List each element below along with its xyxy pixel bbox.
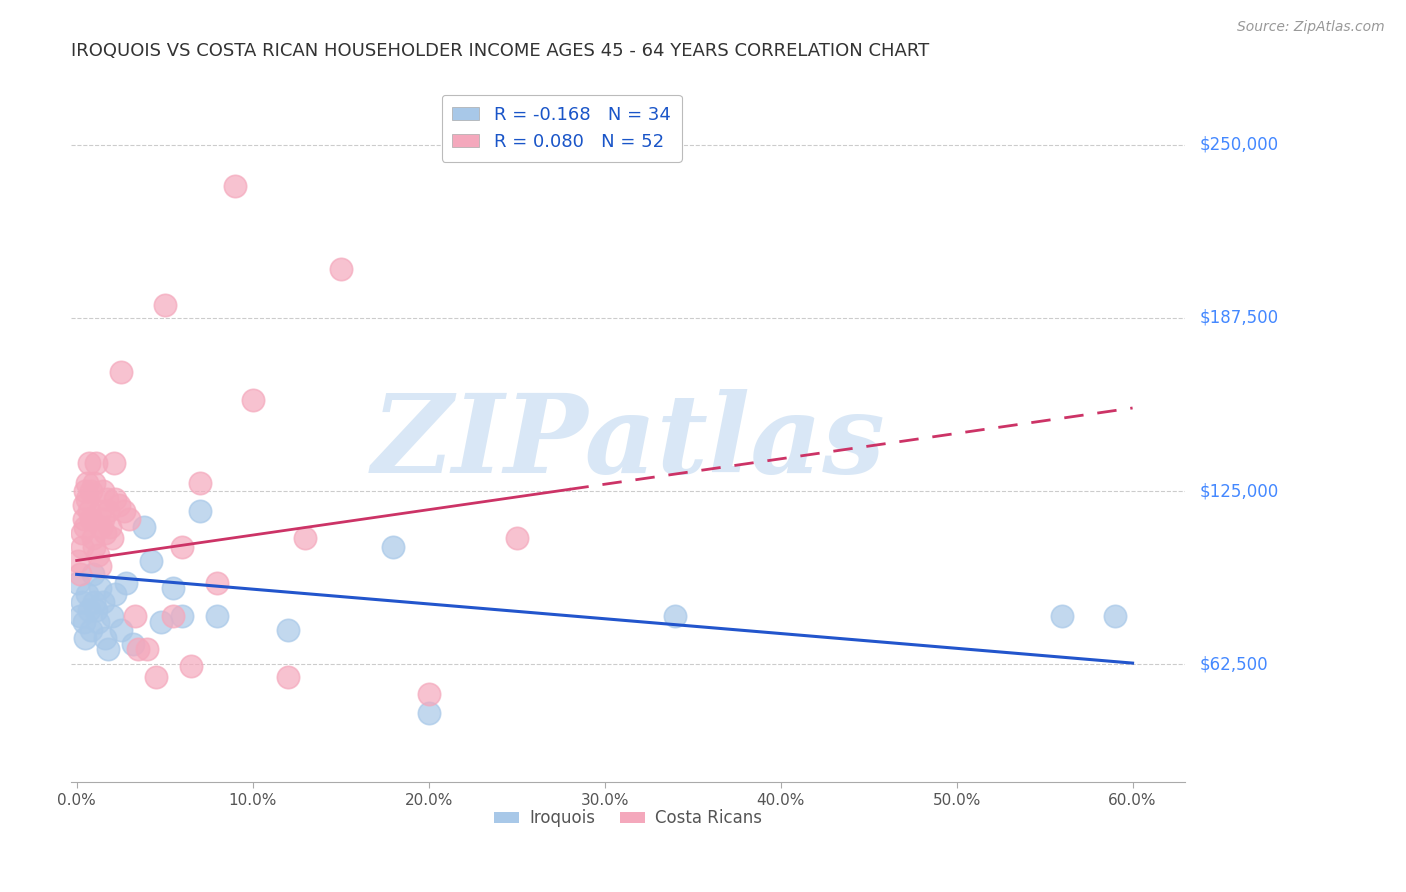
Point xyxy=(150,615,173,629)
Point xyxy=(94,525,117,540)
Point xyxy=(1050,609,1073,624)
Point xyxy=(67,553,90,567)
Point xyxy=(75,631,97,645)
Point xyxy=(103,457,125,471)
Point xyxy=(82,531,104,545)
Point xyxy=(80,512,103,526)
Point xyxy=(172,540,194,554)
Point xyxy=(73,615,96,629)
Point xyxy=(294,531,316,545)
Point xyxy=(418,687,440,701)
Point xyxy=(329,262,352,277)
Point xyxy=(84,457,107,471)
Point xyxy=(104,587,127,601)
Point xyxy=(505,531,527,545)
Text: $62,500: $62,500 xyxy=(1199,656,1268,673)
Point xyxy=(277,623,299,637)
Point xyxy=(122,637,145,651)
Point xyxy=(89,503,111,517)
Point xyxy=(115,575,138,590)
Text: $187,500: $187,500 xyxy=(1199,309,1278,326)
Text: ZIPatlas: ZIPatlas xyxy=(371,389,886,497)
Point xyxy=(80,623,103,637)
Point xyxy=(145,670,167,684)
Point xyxy=(84,603,107,617)
Point xyxy=(418,706,440,720)
Point xyxy=(82,567,104,582)
Point xyxy=(172,609,194,624)
Point xyxy=(87,615,110,629)
Point xyxy=(70,525,93,540)
Point xyxy=(96,492,118,507)
Point xyxy=(73,512,96,526)
Text: $250,000: $250,000 xyxy=(1199,136,1278,153)
Point xyxy=(112,503,135,517)
Point xyxy=(207,575,229,590)
Point xyxy=(242,392,264,407)
Point xyxy=(153,298,176,312)
Legend: Iroquois, Costa Ricans: Iroquois, Costa Ricans xyxy=(488,803,769,834)
Point xyxy=(207,609,229,624)
Point xyxy=(132,520,155,534)
Point xyxy=(91,484,114,499)
Point xyxy=(188,503,211,517)
Point xyxy=(1104,609,1126,624)
Point xyxy=(94,631,117,645)
Point xyxy=(180,659,202,673)
Point xyxy=(87,548,110,562)
Point xyxy=(73,498,96,512)
Point xyxy=(98,520,121,534)
Text: $125,000: $125,000 xyxy=(1199,483,1278,500)
Point xyxy=(89,581,111,595)
Point xyxy=(110,623,132,637)
Point xyxy=(101,609,124,624)
Point xyxy=(382,540,405,554)
Point xyxy=(83,475,105,490)
Point xyxy=(77,503,100,517)
Point xyxy=(91,595,114,609)
Point xyxy=(80,484,103,499)
Point xyxy=(162,581,184,595)
Text: Source: ZipAtlas.com: Source: ZipAtlas.com xyxy=(1237,20,1385,34)
Point xyxy=(188,475,211,490)
Point xyxy=(110,365,132,379)
Point xyxy=(124,609,146,624)
Point xyxy=(90,520,112,534)
Point xyxy=(75,484,97,499)
Point xyxy=(277,670,299,684)
Point xyxy=(664,609,686,624)
Point xyxy=(70,595,93,609)
Point xyxy=(139,553,162,567)
Point xyxy=(83,595,105,609)
Point xyxy=(77,457,100,471)
Point xyxy=(101,531,124,545)
Point xyxy=(75,520,97,534)
Point xyxy=(76,587,98,601)
Text: IROQUOIS VS COSTA RICAN HOUSEHOLDER INCOME AGES 45 - 64 YEARS CORRELATION CHART: IROQUOIS VS COSTA RICAN HOUSEHOLDER INCO… xyxy=(72,42,929,60)
Point xyxy=(162,609,184,624)
Point xyxy=(97,503,120,517)
Point xyxy=(97,642,120,657)
Point xyxy=(89,559,111,574)
Point xyxy=(69,567,91,582)
Point xyxy=(91,512,114,526)
Point xyxy=(136,642,159,657)
Point xyxy=(69,609,91,624)
Point xyxy=(76,475,98,490)
Point xyxy=(67,575,90,590)
Point xyxy=(76,492,98,507)
Point xyxy=(108,498,131,512)
Point xyxy=(104,492,127,507)
Point xyxy=(127,642,149,657)
Point xyxy=(77,603,100,617)
Point xyxy=(70,540,93,554)
Point xyxy=(224,179,246,194)
Point xyxy=(118,512,141,526)
Point xyxy=(83,540,105,554)
